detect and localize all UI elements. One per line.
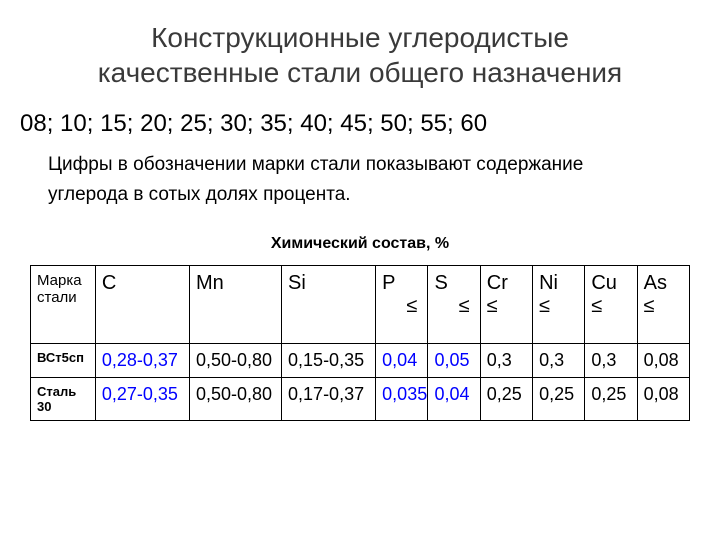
col-cu-le: ≤ — [591, 295, 630, 318]
table-body: ВСт5сп 0,28-0,37 0,50-0,80 0,15-0,35 0,0… — [31, 343, 690, 420]
cell-ni: 0,25 — [533, 377, 585, 420]
col-ni-le: ≤ — [539, 295, 578, 318]
cell-s: 0,04 — [428, 377, 480, 420]
cell-ni: 0,3 — [533, 343, 585, 377]
table-caption: Химический состав, % — [30, 235, 690, 253]
cell-p: 0,035 — [376, 377, 428, 420]
col-cu-label: Cu — [591, 272, 617, 294]
col-s-le: ≤ — [434, 295, 473, 318]
col-p-le: ≤ — [382, 295, 421, 318]
cell-mark: ВСт5сп — [31, 343, 96, 377]
note-line-2: углерода в сотых долях процента. — [48, 184, 351, 205]
col-s: S ≤ — [428, 265, 480, 343]
col-ni: Ni ≤ — [533, 265, 585, 343]
cell-as: 0,08 — [637, 377, 689, 420]
cell-cr: 0,25 — [480, 377, 532, 420]
cell-si: 0,15-0,35 — [282, 343, 376, 377]
cell-c: 0,27-0,35 — [95, 377, 189, 420]
col-cr: Cr ≤ — [480, 265, 532, 343]
col-as: As ≤ — [637, 265, 689, 343]
col-as-label: As — [644, 272, 667, 294]
table-row: Сталь 30 0,27-0,35 0,50-0,80 0,17-0,37 0… — [31, 377, 690, 420]
table-row: ВСт5сп 0,28-0,37 0,50-0,80 0,15-0,35 0,0… — [31, 343, 690, 377]
cell-cu: 0,3 — [585, 343, 637, 377]
cell-as: 0,08 — [637, 343, 689, 377]
slide: Конструкционные углеродистые качественны… — [0, 0, 720, 441]
col-p: P ≤ — [376, 265, 428, 343]
note-line-1: Цифры в обозначении марки стали показыва… — [48, 154, 583, 175]
cell-c: 0,28-0,37 — [95, 343, 189, 377]
col-s-label: S — [434, 272, 447, 294]
col-as-le: ≤ — [644, 295, 683, 318]
cell-cr: 0,3 — [480, 343, 532, 377]
cell-mn: 0,50-0,80 — [189, 343, 281, 377]
col-cu: Cu ≤ — [585, 265, 637, 343]
col-cr-label: Cr — [487, 272, 508, 294]
col-p-label: P — [382, 272, 395, 294]
cell-cu: 0,25 — [585, 377, 637, 420]
col-mark: Марка стали — [31, 265, 96, 343]
header-row: Марка стали С Mn Si P ≤ S ≤ Cr ≤ — [31, 265, 690, 343]
col-si: Si — [282, 265, 376, 343]
cell-si: 0,17-0,37 — [282, 377, 376, 420]
title-line-1: Конструкционные углеродистые — [151, 22, 569, 53]
composition-table: Марка стали С Mn Si P ≤ S ≤ Cr ≤ — [30, 265, 690, 421]
cell-p: 0,04 — [376, 343, 428, 377]
cell-s: 0,05 — [428, 343, 480, 377]
page-title: Конструкционные углеродистые качественны… — [30, 20, 690, 90]
title-line-2: качественные стали общего назначения — [98, 57, 622, 88]
grades-list: 08; 10; 15; 20; 25; 30; 35; 40; 45; 50; … — [20, 110, 690, 138]
cell-mn: 0,50-0,80 — [189, 377, 281, 420]
cell-mark: Сталь 30 — [31, 377, 96, 420]
col-ni-label: Ni — [539, 272, 558, 294]
col-cr-le: ≤ — [487, 295, 526, 318]
col-mark-l1: Марка — [37, 272, 82, 289]
col-c: С — [95, 265, 189, 343]
col-mn: Mn — [189, 265, 281, 343]
note-text: Цифры в обозначении марки стали показыва… — [48, 150, 690, 211]
col-mark-l2: стали — [37, 289, 77, 306]
table-header: Марка стали С Mn Si P ≤ S ≤ Cr ≤ — [31, 265, 690, 343]
